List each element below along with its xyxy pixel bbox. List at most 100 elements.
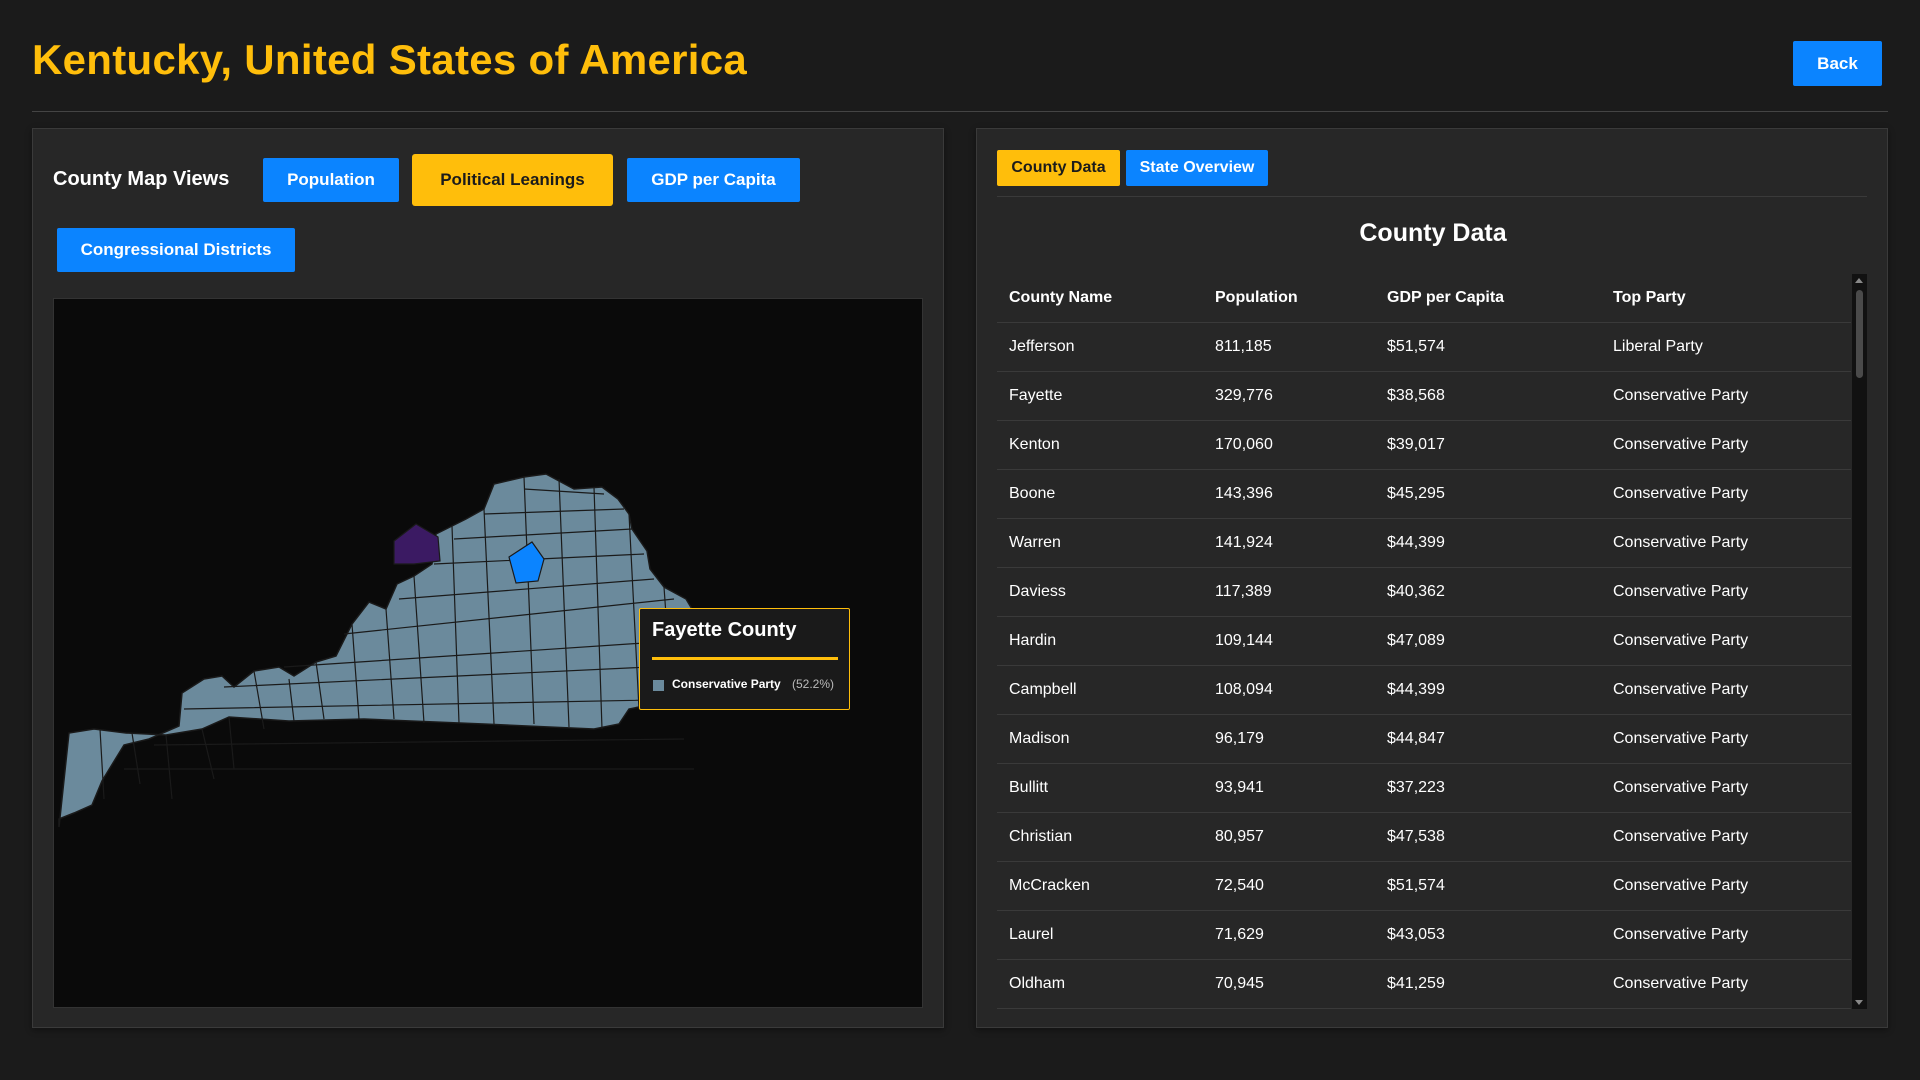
column-header-county-name[interactable]: County Name [997, 274, 1203, 323]
cell-gdp: $44,399 [1375, 665, 1601, 715]
cell-county-name: Laurel [997, 910, 1203, 960]
cell-top-party: Conservative Party [1601, 616, 1851, 666]
tooltip-party: Conservative Party [672, 677, 781, 691]
cell-gdp: $45,295 [1375, 469, 1601, 519]
scroll-down-arrow-icon[interactable] [1855, 1000, 1863, 1005]
cell-top-party: Conservative Party [1601, 861, 1851, 911]
column-header-population[interactable]: Population [1203, 274, 1375, 323]
cell-county-name: Jefferson [997, 322, 1203, 372]
cell-top-party: Conservative Party [1601, 420, 1851, 470]
table-row[interactable]: Laurel 71,629 $43,053 Conservative Party [997, 910, 1851, 960]
table-row[interactable]: Campbell 108,094 $44,399 Conservative Party [997, 665, 1851, 715]
cell-population: 93,941 [1203, 763, 1375, 813]
scroll-up-arrow-icon[interactable] [1855, 278, 1863, 283]
table-row[interactable]: Oldham 70,945 $41,259 Conservative Party [997, 959, 1851, 1009]
cell-population: 70,945 [1203, 959, 1375, 1009]
cell-population: 109,144 [1203, 616, 1375, 666]
political-leanings-view-button[interactable]: Political Leanings [412, 154, 613, 206]
cell-county-name: Madison [997, 714, 1203, 764]
table-scrollbar[interactable] [1852, 274, 1867, 1009]
party-color-swatch [653, 680, 664, 691]
map-panel: County Map Views Population Political Le… [32, 128, 944, 1028]
tab-divider [997, 196, 1867, 197]
cell-population: 72,540 [1203, 861, 1375, 911]
scrollbar-thumb[interactable] [1856, 290, 1863, 378]
gdp-per-capita-view-button[interactable]: GDP per Capita [627, 158, 800, 202]
back-button[interactable]: Back [1793, 41, 1882, 86]
cell-gdp: $51,574 [1375, 861, 1601, 911]
cell-gdp: $39,017 [1375, 420, 1601, 470]
cell-county-name: Christian [997, 812, 1203, 862]
table-row[interactable]: Kenton 170,060 $39,017 Conservative Party [997, 420, 1851, 470]
cell-population: 80,957 [1203, 812, 1375, 862]
section-title: County Data [1359, 219, 1507, 247]
table-row[interactable]: Madison 96,179 $44,847 Conservative Party [997, 714, 1851, 764]
kentucky-map-svg[interactable] [54, 299, 922, 1007]
cell-county-name: McCracken [997, 861, 1203, 911]
cell-population: 170,060 [1203, 420, 1375, 470]
cell-gdp: $47,089 [1375, 616, 1601, 666]
fayette-county-highlight[interactable] [508, 541, 545, 584]
county-tooltip: Fayette County Conservative Party (52.2%… [639, 608, 850, 710]
table-row[interactable]: Bullitt 93,941 $37,223 Conservative Party [997, 763, 1851, 813]
cell-gdp: $40,362 [1375, 567, 1601, 617]
table-row[interactable]: Boone 143,396 $45,295 Conservative Party [997, 469, 1851, 519]
cell-top-party: Conservative Party [1601, 469, 1851, 519]
cell-top-party: Conservative Party [1601, 959, 1851, 1009]
map-views-label: County Map Views [53, 168, 230, 190]
county-borders [99, 476, 715, 800]
tab-county-data[interactable]: County Data [997, 150, 1120, 186]
cell-county-name: Kenton [997, 420, 1203, 470]
page-header: Kentucky, United States of America Back [32, 30, 1888, 112]
cell-gdp: $44,399 [1375, 518, 1601, 568]
jefferson-county-highlight[interactable] [393, 523, 441, 565]
cell-county-name: Boone [997, 469, 1203, 519]
cell-top-party: Liberal Party [1601, 322, 1851, 372]
table-row[interactable]: Warren 141,924 $44,399 Conservative Party [997, 518, 1851, 568]
column-header-gdp[interactable]: GDP per Capita [1375, 274, 1601, 323]
cell-county-name: Fayette [997, 371, 1203, 421]
table-header-row: County Name Population GDP per Capita To… [997, 274, 1851, 323]
cell-gdp: $44,847 [1375, 714, 1601, 764]
cell-county-name: Oldham [997, 959, 1203, 1009]
table-row[interactable]: McCracken 72,540 $51,574 Conservative Party [997, 861, 1851, 911]
cell-population: 71,629 [1203, 910, 1375, 960]
tooltip-percent: (52.2%) [792, 677, 835, 691]
cell-gdp: $47,538 [1375, 812, 1601, 862]
table-row[interactable]: Hardin 109,144 $47,089 Conservative Party [997, 616, 1851, 666]
cell-gdp: $43,053 [1375, 910, 1601, 960]
data-panel: County Data State Overview County Data C… [976, 128, 1888, 1028]
county-map[interactable]: Fayette County Conservative Party (52.2%… [53, 298, 923, 1008]
table-row[interactable]: Christian 80,957 $47,538 Conservative Party [997, 812, 1851, 862]
county-table-container[interactable]: County Name Population GDP per Capita To… [997, 274, 1851, 1009]
page-title: Kentucky, United States of America [32, 36, 748, 83]
county-table: County Name Population GDP per Capita To… [997, 274, 1851, 1009]
cell-top-party: Conservative Party [1601, 910, 1851, 960]
cell-population: 108,094 [1203, 665, 1375, 715]
congressional-districts-view-button[interactable]: Congressional Districts [57, 228, 295, 272]
tooltip-divider [652, 657, 838, 660]
cell-gdp: $38,568 [1375, 371, 1601, 421]
column-header-top-party[interactable]: Top Party [1601, 274, 1851, 323]
cell-county-name: Warren [997, 518, 1203, 568]
cell-top-party: Conservative Party [1601, 371, 1851, 421]
cell-top-party: Conservative Party [1601, 665, 1851, 715]
table-row[interactable]: Fayette 329,776 $38,568 Conservative Party [997, 371, 1851, 421]
tooltip-county-name: Fayette County [652, 619, 797, 641]
cell-top-party: Conservative Party [1601, 567, 1851, 617]
cell-gdp: $51,574 [1375, 322, 1601, 372]
kentucky-state-shape[interactable] [58, 473, 741, 828]
cell-top-party: Conservative Party [1601, 812, 1851, 862]
cell-county-name: Daviess [997, 567, 1203, 617]
cell-county-name: Campbell [997, 665, 1203, 715]
cell-population: 143,396 [1203, 469, 1375, 519]
population-view-button[interactable]: Population [263, 158, 399, 202]
table-row[interactable]: Jefferson 811,185 $51,574 Liberal Party [997, 322, 1851, 372]
cell-gdp: $41,259 [1375, 959, 1601, 1009]
cell-county-name: Hardin [997, 616, 1203, 666]
cell-population: 811,185 [1203, 322, 1375, 372]
cell-county-name: Bullitt [997, 763, 1203, 813]
cell-gdp: $37,223 [1375, 763, 1601, 813]
tab-state-overview[interactable]: State Overview [1126, 150, 1268, 186]
table-row[interactable]: Daviess 117,389 $40,362 Conservative Party [997, 567, 1851, 617]
